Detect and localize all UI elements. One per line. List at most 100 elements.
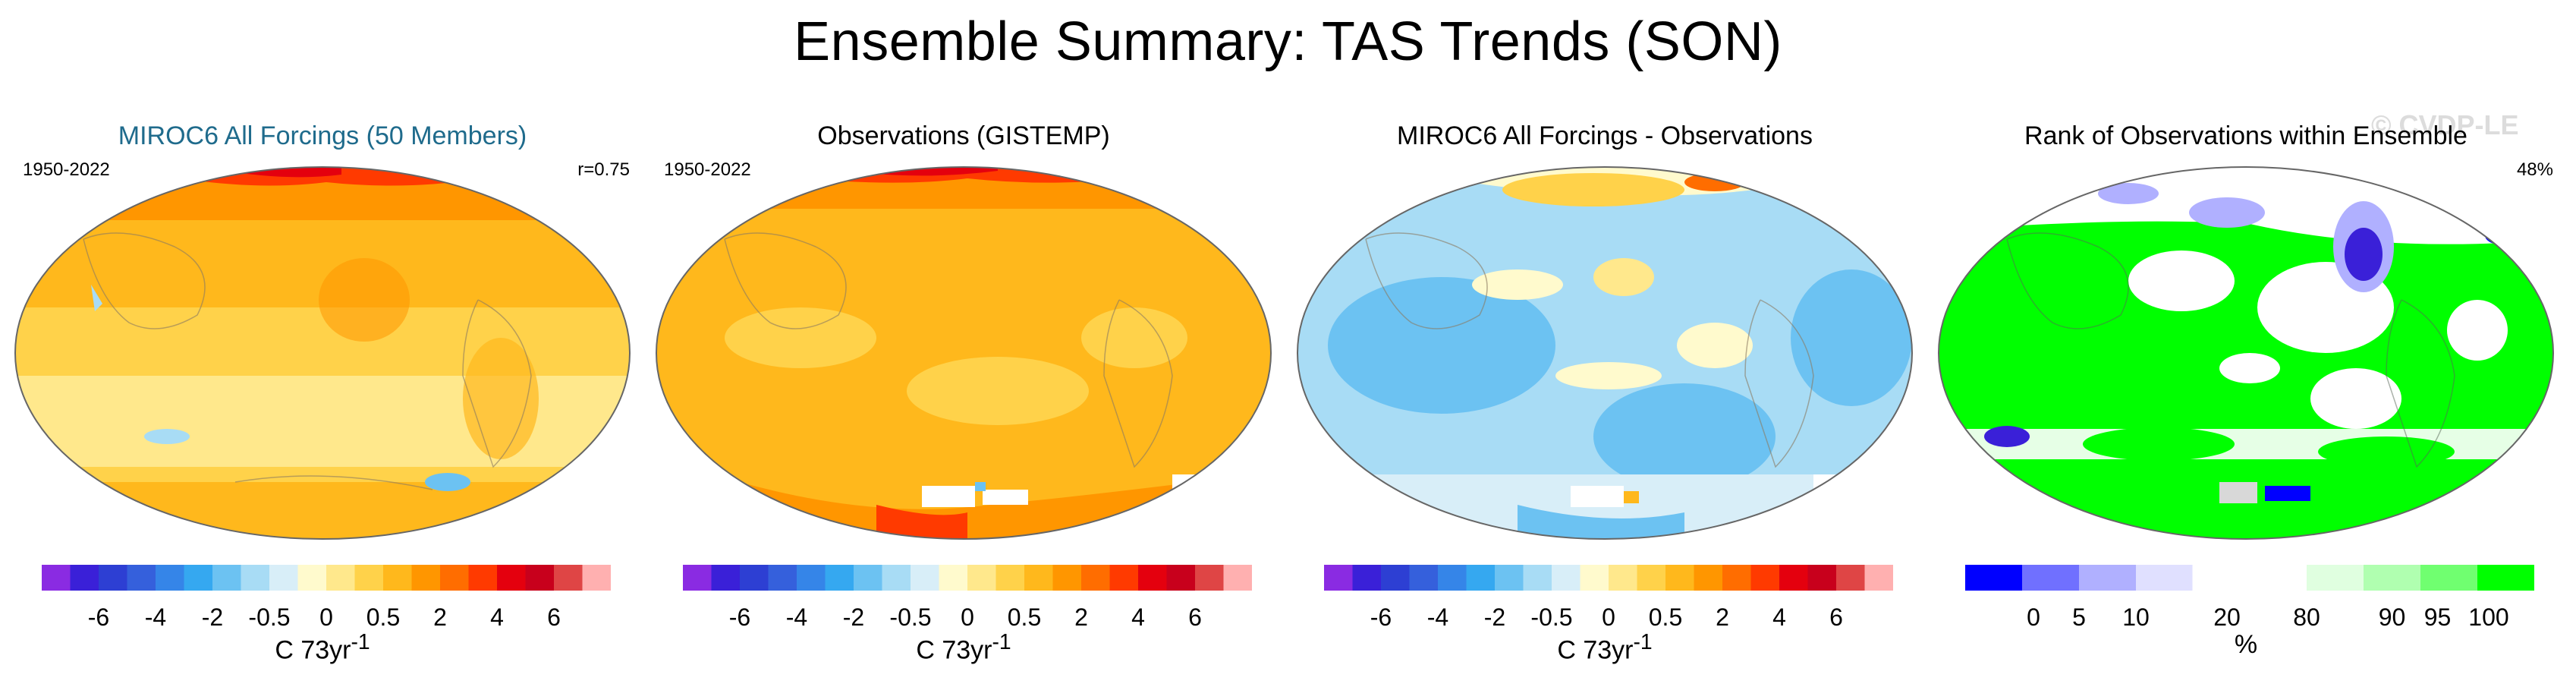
colorbar-swatch <box>582 565 611 591</box>
colorbar-swatch <box>42 565 71 591</box>
colorbar-swatch <box>1138 565 1167 591</box>
rank-percent-label: 48% <box>2516 159 2553 180</box>
colorbar-tick-label: 0 <box>2027 603 2040 630</box>
rank-map <box>1938 166 2554 540</box>
colorbar-units: C 73yr-1 <box>649 630 1279 665</box>
colorbar-swatch <box>1024 565 1053 591</box>
panel-title: Observations (GISTEMP) <box>817 121 1110 150</box>
colorbar-swatch <box>383 565 412 591</box>
colorbar-tick-label: -2 <box>843 603 864 630</box>
units-exponent: -1 <box>1633 630 1653 654</box>
panel-difference: MIROC6 All Forcings - Observations -6 -4-… <box>1290 114 1920 676</box>
colorbar-swatch <box>711 565 740 591</box>
period-label: 1950-2022 <box>664 159 751 180</box>
colorbar-swatch <box>1864 565 1893 591</box>
panel-observations: Observations (GISTEMP) 1950-2022 -6 -4 -2-… <box>649 114 1279 676</box>
colorbar-swatch <box>1807 565 1836 591</box>
colorbar-tick-label: -6 <box>729 603 750 630</box>
colorbar-tick-label: 4 <box>490 603 504 630</box>
trend-colorbar: -6 -4 -2 -0.5 0 0.5 2 4 6 <box>683 565 1252 630</box>
trend-map <box>656 166 1272 540</box>
colorbar-swatch <box>2192 564 2250 591</box>
units-text: C 73yr <box>275 635 351 665</box>
colorbar-tick-label: -4 <box>145 603 166 630</box>
colorbar-swatch <box>2249 564 2307 591</box>
units-text: C 73yr <box>916 635 992 665</box>
colorbar-swatch <box>740 565 769 591</box>
colorbar-swatch <box>1195 565 1224 591</box>
trend-colorbar: -6 -4 -2 -0.5 0 0.5 2 4 6 <box>1324 565 1893 630</box>
colorbar-swatch <box>1495 565 1524 591</box>
colorbar-tick-label: 6 <box>1188 603 1202 630</box>
colorbar-swatch <box>1779 565 1808 591</box>
colorbar-swatch <box>1523 565 1552 591</box>
colorbar-tick-label: 80 <box>2293 603 2320 630</box>
colorbar-swatch <box>1324 565 1353 591</box>
panel-title: MIROC6 All Forcings (50 Members) <box>118 121 527 150</box>
colorbar-swatch <box>825 565 854 591</box>
colorbar-swatch <box>497 565 526 591</box>
colorbar-units: C 73yr-1 <box>1290 630 1920 665</box>
colorbar-swatch <box>297 565 326 591</box>
colorbar-swatch <box>854 565 882 591</box>
colorbar-tick-label: 10 <box>2122 603 2150 630</box>
colorbar-swatch <box>967 565 996 591</box>
colorbar-swatch <box>1637 565 1665 591</box>
colorbar-tick-label: -6 <box>1370 603 1392 630</box>
colorbar-swatch <box>1466 565 1495 591</box>
colorbar-swatch <box>411 565 440 591</box>
colorbar-swatch <box>1836 565 1865 591</box>
colorbar-swatch <box>995 565 1024 591</box>
colorbar-tick-label: 0 <box>961 603 974 630</box>
colorbar-swatch <box>1750 565 1779 591</box>
rank-colorbar: 0 5 10 20 80 90 95 100 <box>1965 564 2534 630</box>
colorbar-swatch <box>2307 565 2364 591</box>
colorbar-swatch <box>2136 565 2193 591</box>
colorbar-tick-label: -4 <box>786 603 807 630</box>
difference-map <box>1297 166 1913 540</box>
colorbar-swatch <box>1552 565 1581 591</box>
colorbar-swatch <box>554 565 583 591</box>
trend-map <box>14 166 631 540</box>
colorbar-swatch <box>99 565 127 591</box>
colorbar-tick-label: 2 <box>1716 603 1729 630</box>
colorbar-tick-label: 4 <box>1772 603 1786 630</box>
colorbar-swatch <box>1694 565 1722 591</box>
colorbar-tick-label: 90 <box>2379 603 2406 630</box>
colorbar-swatch <box>269 565 298 591</box>
units-exponent: -1 <box>351 630 370 654</box>
colorbar-swatch <box>127 565 156 591</box>
colorbar-tick-label: 20 <box>2213 603 2241 630</box>
colorbar-swatch <box>1965 565 2022 591</box>
colorbar-tick-label: -6 <box>88 603 109 630</box>
colorbar-swatch <box>1381 565 1410 591</box>
colorbar-swatch <box>2364 565 2420 591</box>
colorbar-swatch <box>326 565 355 591</box>
trend-colorbar: -6 -4 -2 -0.5 0 0.5 2 4 6 <box>42 565 611 630</box>
colorbar-tick-label: 4 <box>1131 603 1145 630</box>
colorbar-swatch <box>2079 565 2136 591</box>
colorbar-swatch <box>1352 565 1381 591</box>
colorbar-tick-label: -0.5 <box>248 603 290 630</box>
colorbar-swatch <box>911 565 939 591</box>
colorbar-swatch <box>1409 565 1438 591</box>
colorbar-swatch <box>525 565 554 591</box>
colorbar-tick-label: -2 <box>202 603 223 630</box>
colorbar-swatch <box>683 565 712 591</box>
colorbar-tick-label: 0.5 <box>366 603 400 630</box>
panel-model: MIROC6 All Forcings (50 Members) 1950-20… <box>8 114 637 676</box>
units-exponent: -1 <box>992 630 1011 654</box>
units-text: C 73yr <box>1557 635 1634 665</box>
colorbar-tick-label: 6 <box>547 603 561 630</box>
colorbar-swatch <box>212 565 241 591</box>
colorbar-tick-label: -0.5 <box>889 603 931 630</box>
colorbar-tick-label: 100 <box>2468 603 2508 630</box>
colorbar-tick-label: 0.5 <box>1649 603 1682 630</box>
colorbar-swatch <box>440 565 469 591</box>
panel-rank: Rank of Observations within Ensemble 48% <box>1931 114 2561 676</box>
colorbar-swatch <box>1665 565 1694 591</box>
colorbar-swatch <box>1580 565 1609 591</box>
colorbar-swatch <box>797 565 826 591</box>
colorbar-units: % <box>2234 630 2258 659</box>
watermark-text: © CVDP-LE <box>2371 109 2519 140</box>
